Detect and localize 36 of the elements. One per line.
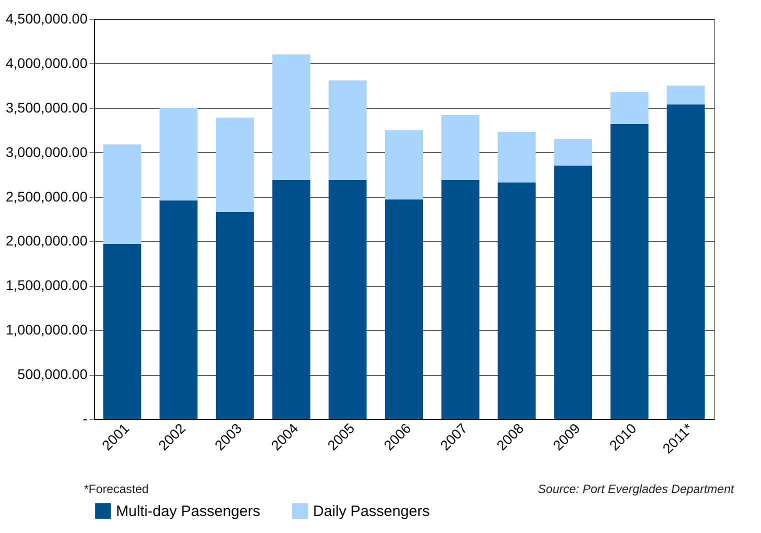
bar	[328, 80, 367, 180]
bar	[554, 166, 592, 419]
y-tick-label: 500,000.00	[17, 366, 88, 382]
y-tick-label: 2,000,000.00	[6, 232, 88, 249]
bar	[160, 200, 198, 419]
y-tick-label: 3,500,000.00	[6, 99, 88, 116]
bar	[610, 124, 648, 419]
bar	[554, 139, 592, 166]
bar	[103, 144, 142, 244]
bar	[385, 199, 423, 419]
bar	[216, 118, 254, 212]
bar	[498, 182, 536, 419]
bar	[498, 132, 536, 183]
bar	[103, 244, 142, 419]
bar	[666, 104, 705, 419]
y-tick-label: -	[82, 410, 88, 426]
legend-label: Daily Passengers	[313, 503, 430, 520]
bar	[666, 86, 705, 104]
legend-label: Multi-day Passengers	[116, 503, 260, 520]
y-tick-label: 4,000,000.00	[6, 54, 88, 71]
text: *Forecasted	[84, 482, 149, 496]
bar	[272, 180, 310, 419]
y-tick-label: 1,000,000.00	[6, 322, 88, 338]
bar	[272, 54, 310, 180]
bar	[441, 180, 480, 419]
bar	[328, 180, 367, 419]
bar	[610, 92, 648, 124]
bar	[441, 115, 480, 180]
bar	[216, 212, 254, 419]
bar	[385, 130, 423, 200]
source-note: Source: Port Everglades Department	[538, 482, 735, 496]
y-tick-label: 2,500,000.00	[6, 188, 88, 204]
y-tick-label: 3,000,000.00	[6, 144, 88, 160]
y-tick-label: 4,500,000.00	[6, 10, 88, 26]
bar	[160, 108, 198, 200]
y-tick-label: 1,500,000.00	[6, 277, 88, 294]
